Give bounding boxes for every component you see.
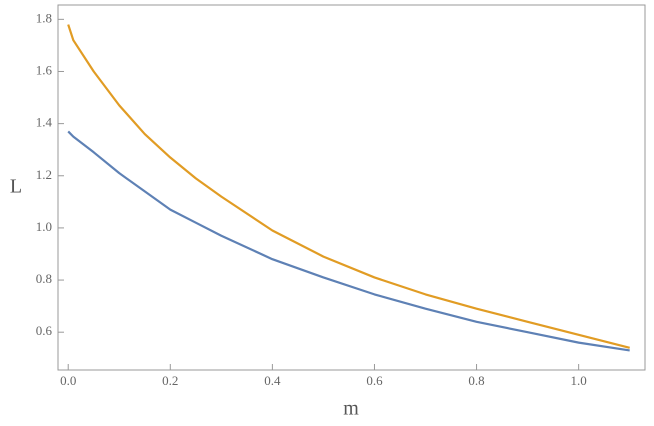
y-tick-label: 0.8 xyxy=(36,271,52,286)
x-tick-label: 0.0 xyxy=(60,373,76,388)
x-tick-label: 0.6 xyxy=(366,373,383,388)
x-tick-label: 0.2 xyxy=(162,373,178,388)
plot-frame xyxy=(57,4,646,371)
y-tick-label: 1.0 xyxy=(36,219,52,234)
y-tick-label: 1.4 xyxy=(36,115,53,130)
y-axis-label: L xyxy=(10,176,22,198)
y-tick-label: 0.6 xyxy=(36,323,53,338)
x-tick-label: 0.4 xyxy=(264,373,281,388)
data-line xyxy=(67,24,630,349)
x-axis-label: m xyxy=(343,398,359,420)
data-line xyxy=(67,130,630,352)
x-tick-label: 0.8 xyxy=(468,373,484,388)
y-tick-label: 1.6 xyxy=(36,62,53,77)
y-tick-label: 1.2 xyxy=(36,167,52,182)
x-tick-label: 1.0 xyxy=(571,373,587,388)
y-tick-label: 1.8 xyxy=(36,10,52,25)
